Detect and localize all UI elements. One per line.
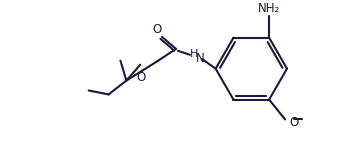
Text: N: N — [196, 52, 204, 65]
Text: NH₂: NH₂ — [258, 1, 280, 14]
Text: O: O — [153, 24, 162, 36]
Text: O: O — [137, 71, 146, 84]
Text: O: O — [289, 116, 298, 129]
Text: H: H — [190, 49, 198, 59]
